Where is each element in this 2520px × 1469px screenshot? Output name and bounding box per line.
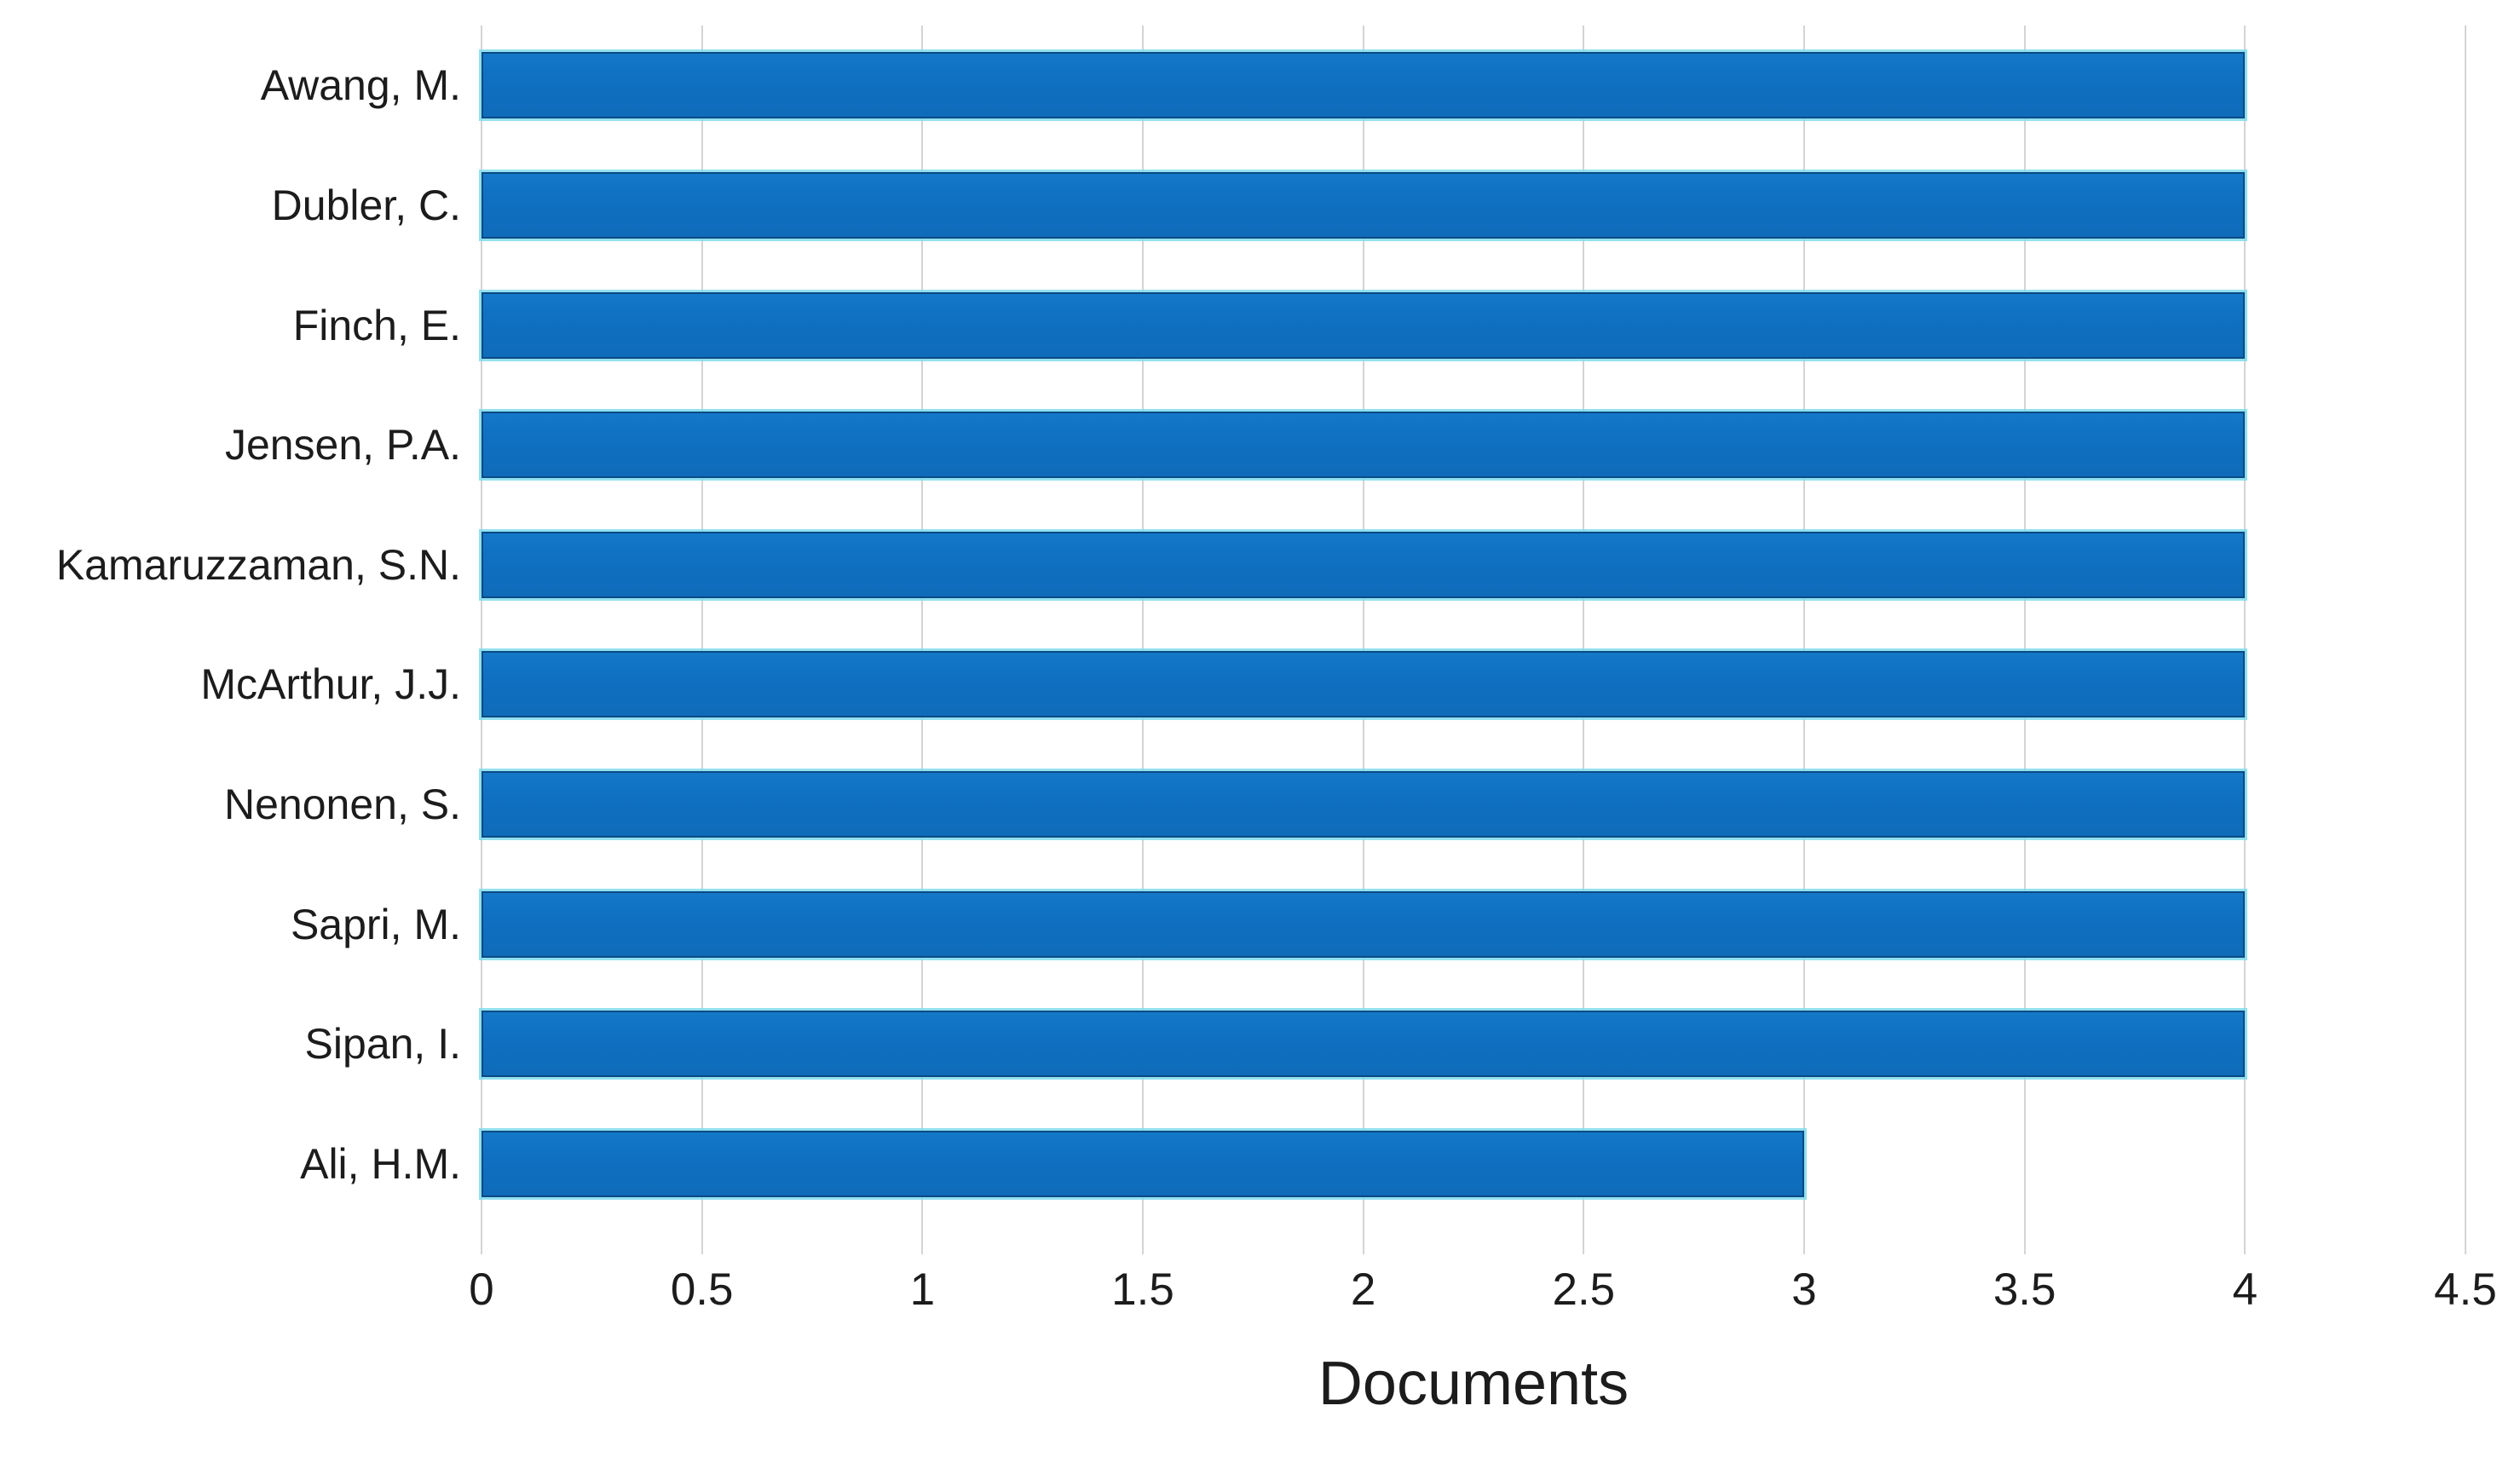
- y-axis-label: Sipan, I.: [304, 1020, 461, 1069]
- gridline: [2023, 26, 2026, 1254]
- x-tick-label: 3: [1791, 1264, 1817, 1315]
- gridline: [921, 26, 924, 1254]
- bar: [482, 770, 2246, 838]
- gridline: [1803, 26, 1805, 1254]
- x-tick-label: 4.5: [2434, 1264, 2497, 1315]
- bar: [482, 291, 2246, 359]
- x-tick-label: 1: [909, 1264, 936, 1315]
- bar: [482, 651, 2246, 718]
- x-tick-label: 2: [1350, 1264, 1376, 1315]
- gridline: [1583, 26, 1585, 1254]
- bar: [482, 1011, 2246, 1078]
- y-axis-label: McArthur, J.J.: [200, 660, 461, 709]
- y-axis-label: Dubler, C.: [271, 181, 461, 229]
- gridline: [701, 26, 703, 1254]
- y-axis-label: Finch, E.: [292, 301, 461, 349]
- y-axis-label: Kamaruzzaman, S.N.: [55, 540, 461, 589]
- x-tick-label: 1.5: [1111, 1264, 1174, 1315]
- x-tick-label: 3.5: [1992, 1264, 2056, 1315]
- bar: [482, 1130, 1804, 1197]
- x-tick-label: 4: [2232, 1264, 2258, 1315]
- x-axis-title: Documents: [1318, 1350, 1629, 1418]
- y-axis-label: Nenonen, S.: [224, 780, 461, 828]
- gridline: [2465, 26, 2466, 1254]
- y-axis-label: Ali, H.M.: [300, 1139, 461, 1188]
- bar: [482, 52, 2246, 119]
- x-tick-label: 2.5: [1552, 1264, 1616, 1315]
- gridline: [481, 26, 482, 1254]
- y-axis-label: Awang, M.: [260, 61, 461, 110]
- x-tick-label: 0: [469, 1264, 494, 1315]
- y-axis-label: Sapri, M.: [290, 900, 461, 948]
- bar: [482, 171, 2246, 239]
- bar: [482, 890, 2246, 958]
- x-tick-label: 0.5: [670, 1264, 734, 1315]
- gridline: [1142, 26, 1144, 1254]
- gridline: [1362, 26, 1364, 1254]
- gridline: [2244, 26, 2246, 1254]
- y-axis-label: Jensen, P.A.: [224, 421, 461, 470]
- bar: [482, 412, 2246, 479]
- bar: [482, 531, 2246, 598]
